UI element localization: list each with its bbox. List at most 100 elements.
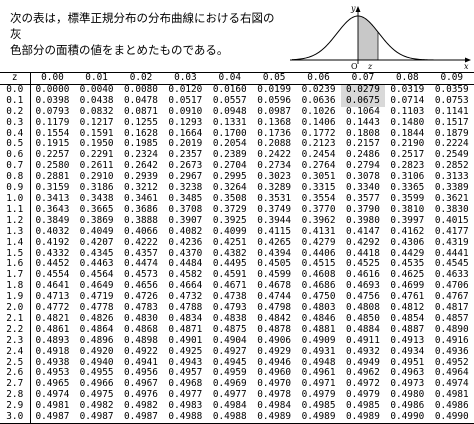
table-cell: 0.1217 [79, 117, 114, 128]
table-cell: 0.4970 [257, 379, 292, 390]
table-cell: 0.4960 [257, 368, 292, 379]
table-cell: 0.4744 [257, 292, 292, 303]
table-row: 1.6 0.4452 0.4463 0.4474 0.4484 0.4495 0.4505 0… [0, 259, 474, 271]
table-cell: 0.0793 [35, 106, 70, 117]
table-cell: 0.4893 [35, 335, 70, 346]
table-cell: 0.4980 [390, 390, 425, 401]
table-cell: 0.3264 [212, 183, 247, 194]
table-cell: 0.3365 [390, 183, 425, 194]
table-cell: 0.2580 [35, 161, 70, 172]
table-cell: 0.4131 [301, 226, 336, 237]
table-cell: 0.3238 [168, 183, 203, 194]
table-cell: 0.0832 [79, 106, 114, 117]
table-cell: 0.4306 [390, 237, 425, 248]
table-cell: 0.4890 [434, 324, 469, 335]
table-cell: 0.4868 [124, 324, 158, 335]
table-cell: 0.4955 [79, 368, 114, 379]
table-cell: 0.4983 [168, 401, 203, 412]
table-cell: 0.3665 [79, 204, 114, 215]
table-cell: 0.4881 [301, 324, 336, 335]
row-z-value: 0.4 [0, 128, 31, 140]
table-cell: 0.4959 [212, 368, 247, 379]
table-cell: 0.3289 [257, 183, 292, 194]
table-cell: 0.3078 [345, 172, 380, 183]
row-z-value: 0.0 [0, 84, 31, 96]
table-cell: 0.4713 [35, 292, 70, 303]
table-cell: 0.4901 [168, 335, 203, 346]
table-cell: 0.0871 [124, 106, 158, 117]
table-cell: 0.3051 [301, 172, 336, 183]
table-cell: 0.4265 [257, 237, 292, 248]
table-row: 2.5 0.4938 0.4940 0.4941 0.4943 0.4945 0.4946 0… [0, 357, 474, 369]
table-cell: 0.0120 [168, 84, 203, 95]
table-cell: 0.4946 [257, 357, 292, 368]
table-cell: 0.4452 [35, 259, 70, 270]
table-header-row: z 0.00 0.01 0.02 0.03 0.04 0.05 0.06 0.07 0.08 0.0… [0, 72, 474, 85]
table-cell: 0.2123 [301, 139, 336, 150]
table-cell: 0.1772 [301, 128, 336, 139]
table-cell: 0.3389 [434, 183, 469, 194]
column-header: 0.08 [385, 72, 430, 85]
table-cell: 0.2454 [301, 150, 336, 161]
table-cell: 0.4838 [212, 313, 247, 324]
table-cell: 0.2257 [35, 150, 70, 161]
table-cell: 0.4932 [345, 346, 380, 357]
table-cell: 0.4834 [168, 313, 203, 324]
shaded-area [358, 16, 378, 60]
table-cell: 0.3340 [345, 183, 380, 194]
table-cell: 0.4678 [257, 281, 292, 292]
table-cell: 0.1480 [390, 117, 425, 128]
table-cell: 0.1915 [35, 139, 70, 150]
table-cell: 0.4973 [390, 379, 425, 390]
table-cell: 0.4332 [35, 248, 70, 259]
table-cell: 0.4573 [124, 270, 158, 281]
table-cell: 0.4982 [79, 401, 114, 412]
table-cell: 0.1443 [345, 117, 380, 128]
table-cell: 0.4066 [124, 226, 158, 237]
row-z-value: 1.7 [0, 270, 31, 282]
table-cell: 0.4966 [79, 379, 114, 390]
table-cell: 0.0948 [212, 106, 247, 117]
table-row: 2.1 0.4821 0.4826 0.4830 0.4834 0.4838 0.4842 0… [0, 313, 474, 325]
table-cell: 0.4927 [212, 346, 247, 357]
table-row: 1.1 0.3643 0.3665 0.3686 0.3708 0.3729 0.3749 0… [0, 204, 474, 216]
table-cell: 0.1026 [301, 106, 336, 117]
table-cell: 0.4756 [345, 292, 380, 303]
table-cell: 0.4495 [212, 259, 247, 270]
table-cell: 0.4990 [429, 412, 474, 424]
table-cell: 0.4964 [434, 368, 469, 379]
table-cell: 0.3643 [35, 204, 70, 215]
table-cell: 0.4406 [301, 248, 336, 259]
table-cell: 0.4292 [345, 237, 380, 248]
row-z-value: 1.8 [0, 281, 31, 293]
table-cell: 0.4319 [434, 237, 469, 248]
table-cell: 0.2157 [345, 139, 380, 150]
table-cell: 0.0987 [257, 106, 292, 117]
table-row: 2.3 0.4893 0.4896 0.4898 0.4901 0.4904 0.4906 0… [0, 335, 474, 347]
table-cell: 0.2422 [257, 150, 292, 161]
table-row: 3.0 0.4987 0.4987 0.4987 0.4988 0.4988 0.4989 0… [0, 412, 474, 424]
table-cell: 0.4962 [345, 368, 380, 379]
table-cell: 0.4429 [390, 248, 425, 259]
z-table-container: z 0.00 0.01 0.02 0.03 0.04 0.05 0.06 0.07 0.08 0.0… [0, 72, 474, 424]
table-cell: 0.2054 [212, 139, 247, 150]
table-row: 1.4 0.4192 0.4207 0.4222 0.4236 0.4251 0.4265 0… [0, 237, 474, 249]
table-cell: 0.4418 [345, 248, 380, 259]
table-cell: 0.2088 [257, 139, 292, 150]
table-cell: 0.1368 [257, 117, 292, 128]
y-axis-arrow [355, 6, 361, 12]
table-row: 2.2 0.4861 0.4864 0.4868 0.4871 0.4875 0.4878 0… [0, 324, 474, 336]
table-cell: 0.3708 [168, 204, 203, 215]
row-z-value: 2.5 [0, 357, 31, 369]
table-cell: 0.4664 [168, 281, 203, 292]
table-cell: 0.3508 [212, 193, 247, 204]
table-cell: 0.4370 [168, 248, 203, 259]
table-cell: 0.2704 [212, 161, 247, 172]
table-row: 0.1 0.0398 0.0438 0.0478 0.0517 0.0557 0.0596 0… [0, 95, 474, 107]
table-cell: 0.3810 [390, 204, 425, 215]
table-cell: 0.3830 [434, 204, 469, 215]
table-cell: 0.4535 [390, 259, 425, 270]
table-cell: 0.0910 [168, 106, 203, 117]
table-cell: 0.4812 [390, 303, 425, 314]
table-cell: 0.0319 [390, 84, 425, 95]
